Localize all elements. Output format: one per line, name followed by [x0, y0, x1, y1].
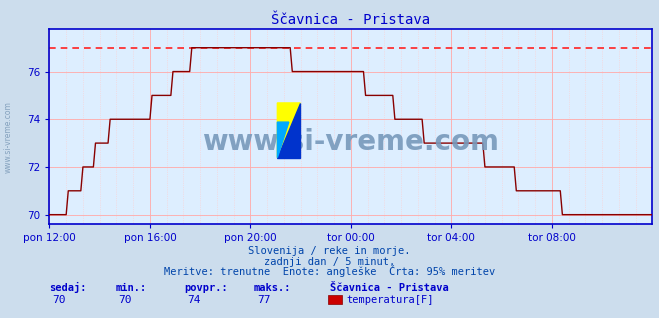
Text: www.si-vreme.com: www.si-vreme.com [202, 128, 500, 156]
Text: 70: 70 [119, 295, 132, 305]
Text: min.:: min.: [115, 283, 146, 293]
Text: Slovenija / reke in morje.: Slovenija / reke in morje. [248, 246, 411, 256]
Polygon shape [277, 122, 289, 158]
Text: maks.:: maks.: [254, 283, 291, 293]
Text: 74: 74 [188, 295, 201, 305]
Title: Ščavnica - Pristava: Ščavnica - Pristava [272, 13, 430, 27]
Text: povpr.:: povpr.: [185, 283, 228, 293]
Text: www.si-vreme.com: www.si-vreme.com [4, 101, 13, 173]
Text: temperatura[F]: temperatura[F] [346, 295, 434, 305]
Text: 77: 77 [257, 295, 270, 305]
Text: Meritve: trenutne  Enote: angleške  Črta: 95% meritev: Meritve: trenutne Enote: angleške Črta: … [164, 265, 495, 277]
Text: zadnji dan / 5 minut.: zadnji dan / 5 minut. [264, 257, 395, 266]
Text: sedaj:: sedaj: [49, 282, 87, 293]
Polygon shape [277, 103, 301, 158]
Polygon shape [277, 103, 301, 158]
Text: 70: 70 [53, 295, 66, 305]
Text: Ščavnica - Pristava: Ščavnica - Pristava [330, 283, 448, 293]
